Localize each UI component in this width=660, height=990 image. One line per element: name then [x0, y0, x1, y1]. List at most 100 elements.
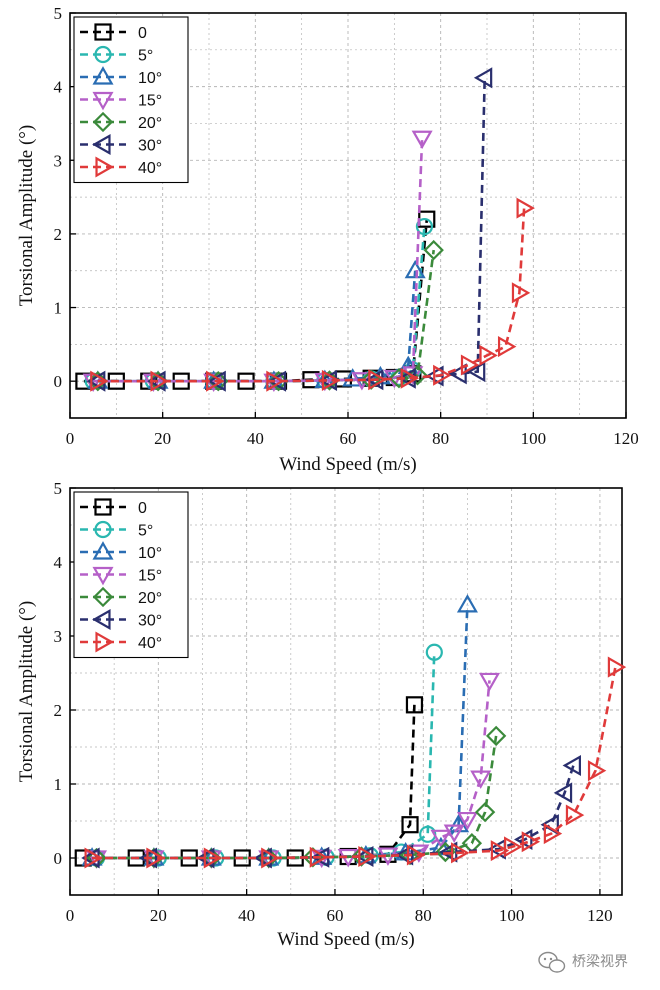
series-0 — [74, 696, 424, 867]
series-line — [96, 652, 436, 860]
data-point — [456, 594, 478, 613]
series-line — [97, 249, 435, 383]
legend-item: 10° — [80, 541, 162, 562]
legend-label: 20° — [138, 115, 162, 132]
data-point — [553, 782, 573, 804]
data-point — [473, 67, 493, 89]
y-tick-label: 5 — [54, 479, 63, 498]
y-tick-label: 0 — [54, 372, 63, 391]
data-point — [406, 844, 426, 866]
data-point — [461, 833, 483, 854]
series-6 — [84, 656, 627, 869]
legend-item: 10° — [80, 66, 162, 87]
y-tick-label: 3 — [54, 151, 63, 170]
legend-label: 0 — [138, 500, 147, 517]
legend-marker — [95, 156, 114, 178]
data-point — [203, 847, 223, 869]
data-point — [504, 836, 523, 858]
data-point — [521, 831, 541, 853]
data-point — [415, 217, 434, 236]
legend-item: 30° — [80, 133, 162, 156]
data-point — [511, 282, 531, 304]
x-axis-label: Wind Speed (m/s) — [277, 929, 415, 950]
series-line — [92, 666, 617, 860]
series-4 — [87, 239, 444, 392]
y-tick-label: 3 — [54, 627, 63, 646]
legend-box — [73, 16, 189, 184]
data-point — [400, 367, 420, 389]
legend-label: 10° — [138, 70, 162, 87]
legend-item: 0 — [80, 23, 147, 42]
watermark: 桥梁视界 — [538, 951, 628, 973]
legend-label: 40° — [138, 635, 162, 652]
data-point — [490, 840, 510, 862]
legend-box — [73, 491, 189, 659]
legend-label: 5° — [138, 48, 153, 65]
x-tick-label: 60 — [340, 429, 357, 448]
data-point — [321, 369, 341, 391]
y-tick-label: 2 — [54, 701, 63, 720]
series-6 — [90, 197, 535, 392]
y-axis-label: Torsional Amplitude (°) — [16, 125, 37, 306]
data-point — [351, 372, 373, 391]
series-1 — [87, 643, 443, 867]
data-point — [207, 370, 226, 392]
x-tick-label: 100 — [521, 429, 547, 448]
legend-label: 10° — [138, 545, 162, 562]
data-point — [443, 824, 465, 843]
legend-label: 15° — [138, 568, 162, 585]
data-point — [405, 696, 424, 714]
data-point — [309, 846, 329, 868]
data-point — [358, 845, 377, 868]
legend-marker — [95, 631, 114, 653]
legend-marker — [92, 133, 111, 156]
legend-marker — [92, 566, 114, 586]
data-point — [90, 370, 109, 392]
x-axis-label: Wind Speed (m/s) — [279, 454, 417, 475]
x-tick-label: 0 — [66, 429, 75, 448]
data-point — [368, 369, 387, 391]
legend-item: 5° — [80, 45, 153, 65]
series-2 — [87, 259, 426, 389]
x-tick-label: 80 — [432, 429, 449, 448]
data-point — [206, 370, 225, 392]
data-point — [401, 816, 419, 834]
legend-item: 40° — [80, 156, 162, 178]
legend-marker — [94, 45, 112, 64]
legend-item: 5° — [80, 520, 153, 540]
legend-marker — [92, 66, 114, 85]
legend-label: 15° — [138, 93, 162, 110]
series-line — [93, 226, 426, 383]
data-point — [433, 364, 452, 386]
y-tick-label: 0 — [54, 849, 63, 868]
legend-marker — [94, 498, 112, 516]
x-tick-label: 80 — [415, 906, 432, 925]
y-tick-label: 4 — [54, 553, 63, 572]
data-point — [451, 842, 470, 864]
series-4 — [86, 725, 507, 869]
legend-marker — [92, 608, 111, 631]
watermark-text: 桥梁视界 — [572, 954, 628, 970]
legend-item: 20° — [80, 111, 162, 133]
data-point — [411, 130, 433, 150]
data-point — [430, 829, 452, 849]
legend-marker — [92, 541, 114, 560]
data-point — [543, 823, 563, 845]
legend-item: 30° — [80, 608, 162, 631]
x-tick-label: 40 — [247, 429, 264, 448]
data-point — [150, 370, 169, 392]
data-point — [497, 336, 517, 358]
data-point — [470, 770, 492, 789]
legend-label: 40° — [138, 160, 162, 177]
x-tick-label: 120 — [587, 906, 613, 925]
wechat-icon — [538, 951, 566, 973]
data-point — [430, 836, 452, 856]
legend-label: 0 — [138, 25, 147, 42]
chart-bottom: 0 20 40 60 80 100 120 0 1 2 3 4 5 Wind Speed (m/s) Tor… — [16, 479, 627, 950]
series-line — [96, 680, 491, 860]
x-tick-label: 120 — [613, 429, 639, 448]
series-line — [97, 270, 417, 383]
legend-item: 15° — [80, 91, 162, 111]
series-1 — [84, 217, 434, 390]
